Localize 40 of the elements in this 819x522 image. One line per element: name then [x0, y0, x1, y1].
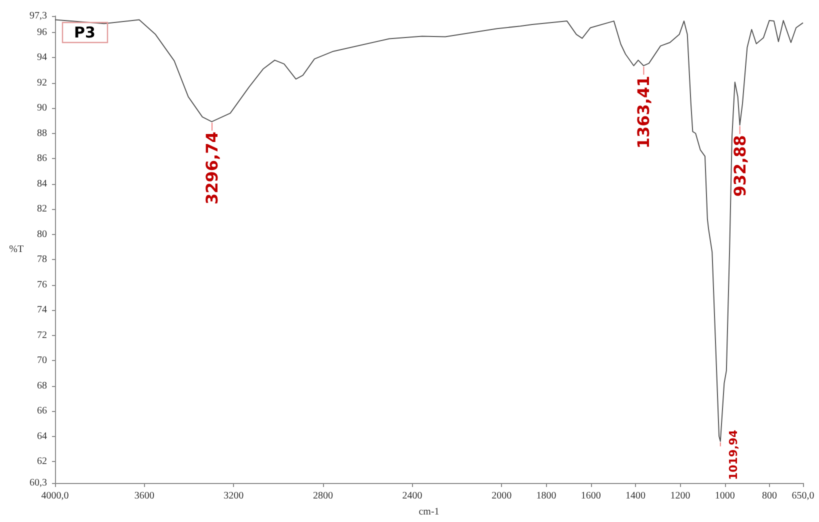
annotation: 932,88 — [730, 135, 750, 197]
x-tick-label: 2800 — [312, 490, 333, 502]
y-tick-label: 97,3 — [30, 10, 47, 22]
annotation: 3296,74 — [202, 132, 222, 205]
annotation: 1363,41 — [634, 76, 654, 149]
y-tick-label: 80 — [37, 228, 47, 240]
x-tick-label: 1600 — [580, 490, 601, 502]
y-tick-label: 62 — [37, 456, 47, 468]
x-tick-label: 2000 — [492, 490, 512, 502]
y-tick-label: 64 — [37, 430, 47, 442]
y-tick-label: 68 — [37, 380, 47, 392]
x-tick-label: 1400 — [626, 490, 646, 502]
y-tick-label: 78 — [37, 254, 47, 266]
x-axis-title: cm-1 — [418, 506, 440, 518]
x-tick-label: 1000 — [714, 490, 735, 502]
x-tick-label: 1200 — [670, 490, 690, 502]
y-tick-label: 66 — [37, 406, 47, 417]
y-tick-label: 94 — [37, 52, 47, 64]
y-tick-label: 88 — [37, 128, 47, 139]
x-tick-label: 1800 — [536, 490, 556, 502]
text: P3 — [74, 24, 96, 42]
y-tick-label: 74 — [37, 304, 47, 316]
annotation: 1019,94 — [726, 430, 740, 480]
y-tick-label: 70 — [37, 355, 47, 366]
y-tick-label: 84 — [37, 178, 47, 190]
y-tick-label: 60,3 — [30, 478, 47, 488]
y-tick-label: 86 — [37, 153, 47, 164]
x-tick-label: 2400 — [402, 490, 422, 502]
y-tick-label: 90 — [37, 102, 47, 114]
y-tick-label: 92 — [37, 77, 47, 88]
x-tick-label: 650,0 — [792, 490, 814, 502]
y-tick-label: 82 — [37, 204, 47, 215]
y-tick-label: 96 — [37, 26, 47, 38]
x-tick-label: 3200 — [224, 490, 244, 502]
y-tick-label: 76 — [37, 279, 47, 290]
y-tick-label: 72 — [37, 330, 47, 341]
x-tick-label: 3600 — [134, 490, 154, 502]
y-axis-title: %T — [9, 244, 24, 255]
x-tick-label: 800 — [762, 490, 778, 502]
x-tick-label: 4000,0 — [41, 490, 69, 502]
